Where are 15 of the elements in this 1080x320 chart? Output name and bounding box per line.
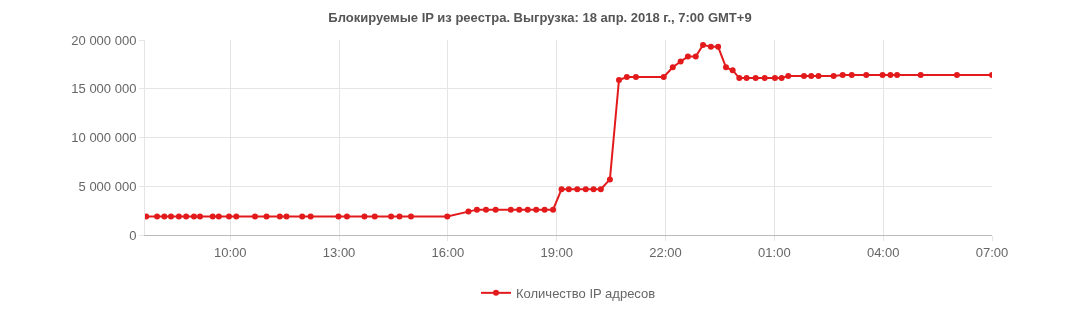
y-tick-label: 0 — [129, 227, 137, 243]
x-tick-label: 16:00 — [431, 244, 465, 260]
x-tick-label: 10:00 — [213, 244, 247, 260]
x-tick-label: 22:00 — [649, 244, 682, 260]
y-tick-label: 15 000 000 — [71, 81, 137, 97]
x-tick-label: 19:00 — [540, 244, 573, 260]
y-tick-label: 5 000 000 — [78, 178, 137, 194]
y-tick-label: 20 000 000 — [71, 32, 137, 48]
y-tick-label: 10 000 000 — [71, 130, 137, 146]
x-tick-label: 07:00 — [975, 244, 1009, 260]
x-tick-label: 01:00 — [758, 244, 791, 260]
x-tick-label: 13:00 — [322, 244, 356, 260]
x-tick-label: 04:00 — [866, 244, 900, 260]
chart-title: Блокируемые IP из реестра. Выгрузка: 18 апр. 2018 г., 7:00 GMT+9 — [328, 9, 752, 25]
legend-label: Количество IP адресов — [516, 285, 656, 301]
